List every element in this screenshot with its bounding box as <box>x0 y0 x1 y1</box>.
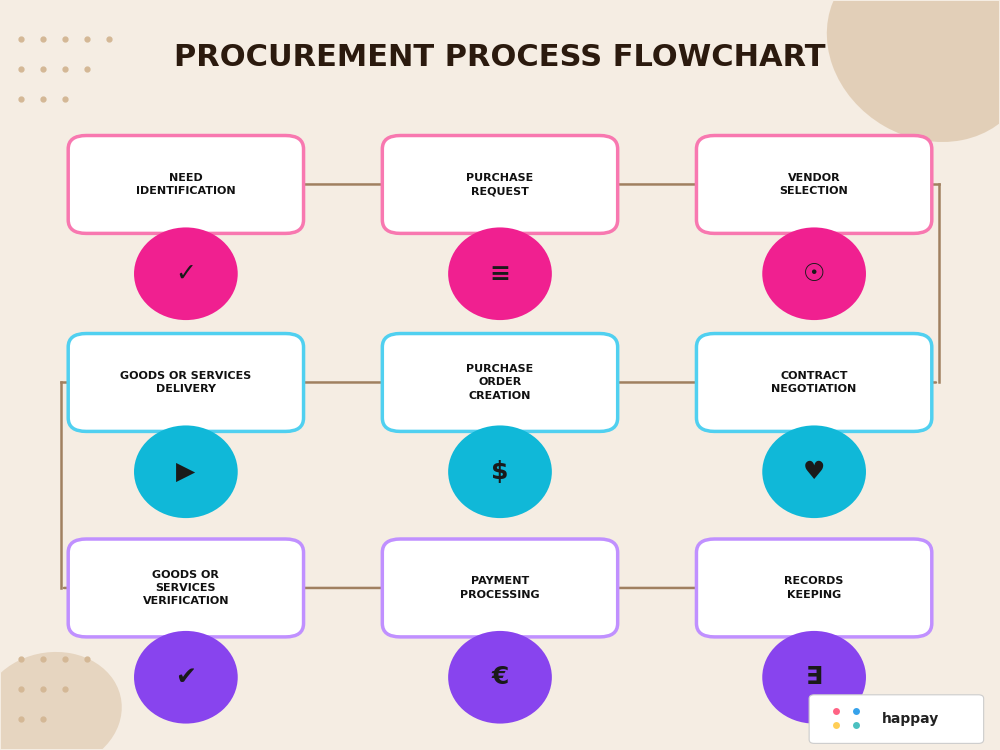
Text: NEED
IDENTIFICATION: NEED IDENTIFICATION <box>136 172 236 196</box>
FancyBboxPatch shape <box>696 539 932 637</box>
Text: VENDOR
SELECTION: VENDOR SELECTION <box>780 172 848 196</box>
Ellipse shape <box>134 631 238 724</box>
Text: ♥: ♥ <box>803 460 825 484</box>
FancyBboxPatch shape <box>68 539 304 637</box>
FancyBboxPatch shape <box>382 334 618 431</box>
Text: GOODS OR
SERVICES
VERIFICATION: GOODS OR SERVICES VERIFICATION <box>143 570 229 606</box>
Ellipse shape <box>134 227 238 320</box>
FancyBboxPatch shape <box>68 136 304 233</box>
Text: PURCHASE
REQUEST: PURCHASE REQUEST <box>466 172 534 196</box>
Text: €: € <box>491 665 509 689</box>
Ellipse shape <box>762 227 866 320</box>
Text: ∃: ∃ <box>806 665 823 689</box>
Text: ▶: ▶ <box>176 460 195 484</box>
Text: ✓: ✓ <box>175 262 196 286</box>
FancyBboxPatch shape <box>809 694 984 743</box>
Text: ≡: ≡ <box>490 262 511 286</box>
Ellipse shape <box>448 227 552 320</box>
Ellipse shape <box>827 0 1000 142</box>
Text: PURCHASE
ORDER
CREATION: PURCHASE ORDER CREATION <box>466 364 534 400</box>
Text: ☉: ☉ <box>803 262 825 286</box>
Ellipse shape <box>134 425 238 518</box>
Ellipse shape <box>762 425 866 518</box>
Ellipse shape <box>762 631 866 724</box>
FancyBboxPatch shape <box>68 334 304 431</box>
Text: PAYMENT
PROCESSING: PAYMENT PROCESSING <box>460 576 540 599</box>
Text: PROCUREMENT PROCESS FLOWCHART: PROCUREMENT PROCESS FLOWCHART <box>174 43 826 72</box>
Text: GOODS OR SERVICES
DELIVERY: GOODS OR SERVICES DELIVERY <box>120 370 252 394</box>
Ellipse shape <box>0 652 122 750</box>
Text: ✔: ✔ <box>175 665 196 689</box>
FancyBboxPatch shape <box>382 539 618 637</box>
Text: $: $ <box>491 460 509 484</box>
FancyBboxPatch shape <box>696 136 932 233</box>
Text: happay: happay <box>882 712 939 726</box>
Ellipse shape <box>448 425 552 518</box>
Text: RECORDS
KEEPING: RECORDS KEEPING <box>784 576 844 599</box>
FancyBboxPatch shape <box>382 136 618 233</box>
Text: CONTRACT
NEGOTIATION: CONTRACT NEGOTIATION <box>771 370 857 394</box>
FancyBboxPatch shape <box>696 334 932 431</box>
Ellipse shape <box>448 631 552 724</box>
